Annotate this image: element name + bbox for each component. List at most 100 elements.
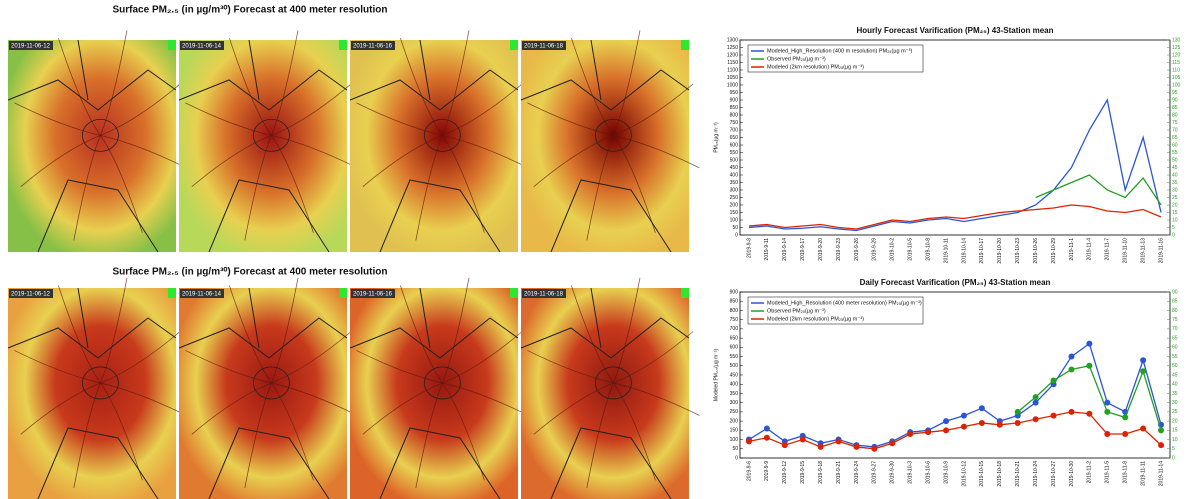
y-tick-label: 500 <box>730 363 739 369</box>
x-tick-label: 2019-10-8 <box>925 238 931 261</box>
timestamp: 2019-11-06-12 <box>11 44 51 50</box>
series-marker <box>1140 368 1146 374</box>
y-tick-label: 50 <box>732 446 738 452</box>
y-tick-label: 250 <box>730 409 739 415</box>
x-tick-label: 2019-9-15 <box>800 461 806 484</box>
series-line <box>749 100 1161 231</box>
y2-tick-label: 40 <box>1172 172 1178 178</box>
timestamp: 2019-11-06-18 <box>524 44 564 50</box>
series-marker <box>1104 431 1110 437</box>
y2-tick-label: 100 <box>1172 82 1181 88</box>
x-tick-label: 2019-9-21 <box>836 461 842 484</box>
series-marker <box>764 435 770 441</box>
y-tick-label: 0 <box>735 455 738 461</box>
y-tick-label: 0 <box>735 232 738 238</box>
panel-title: Surface PM₂.₅ (in µg/m³⁰) Forecast at 40… <box>113 5 388 16</box>
y2-tick-label: 20 <box>1172 202 1178 208</box>
y2-tick-label: 25 <box>1172 195 1178 201</box>
map-marker <box>168 40 176 50</box>
y2-tick-label: 10 <box>1172 437 1178 443</box>
series-marker <box>1068 366 1074 372</box>
y2-tick-label: 130 <box>1172 37 1181 43</box>
y-tick-label: 100 <box>730 217 739 223</box>
series-marker <box>871 446 877 452</box>
map-marker <box>681 40 689 50</box>
x-tick-label: 2019-9-8 <box>746 238 752 258</box>
y2-tick-label: 5 <box>1172 225 1175 231</box>
x-tick-label: 2019-10-17 <box>979 238 985 264</box>
y-tick-label: 250 <box>730 195 739 201</box>
x-tick-label: 2019-10-11 <box>943 238 949 263</box>
series-marker <box>979 405 985 411</box>
series-marker <box>907 431 913 437</box>
y2-tick-label: 15 <box>1172 428 1178 434</box>
x-tick-label: 2019-10-5 <box>908 238 914 261</box>
x-tick-label: 2019-10-27 <box>1051 461 1057 487</box>
x-tick-label: 2019-9-6 <box>746 461 752 481</box>
map-marker <box>510 40 518 50</box>
y2-tick-label: 50 <box>1172 363 1178 369</box>
x-tick-label: 2019-11-7 <box>1105 238 1111 261</box>
y-tick-label: 700 <box>730 127 739 133</box>
y2-tick-label: 0 <box>1172 232 1175 238</box>
y2-tick-label: 85 <box>1172 105 1178 111</box>
y-tick-label: 1150 <box>727 60 738 66</box>
y2-tick-label: 10 <box>1172 217 1178 223</box>
y-tick-label: 350 <box>730 180 739 186</box>
x-tick-label: 2019-11-13 <box>1140 238 1146 263</box>
series-line <box>749 412 1161 449</box>
series-marker <box>889 440 895 446</box>
y2-tick-label: 55 <box>1172 354 1178 360</box>
series-marker <box>764 425 770 431</box>
x-tick-label: 2019-10-23 <box>1015 238 1021 264</box>
series-marker <box>853 444 859 450</box>
y-tick-label: 300 <box>730 187 739 193</box>
series-marker <box>1033 416 1039 422</box>
panel-title: Surface PM₂.₅ (in µg/m³⁰) Forecast at 40… <box>113 267 388 278</box>
series-marker <box>943 418 949 424</box>
x-tick-label: 2019-10-9 <box>943 461 949 484</box>
figure: Surface PM₂.₅ (in µg/m³⁰) Forecast at 40… <box>0 0 1192 499</box>
y2-tick-label: 80 <box>1172 308 1178 314</box>
x-tick-label: 2019-9-20 <box>818 238 824 261</box>
series-marker <box>818 444 824 450</box>
y2-tick-label: 0 <box>1172 455 1175 461</box>
series-marker <box>1033 400 1039 406</box>
series-marker <box>1158 427 1164 433</box>
y2-tick-label: 90 <box>1172 97 1178 103</box>
y-tick-label: 50 <box>732 225 738 231</box>
series-marker <box>1104 409 1110 415</box>
x-tick-label: 2019-10-30 <box>1069 461 1075 487</box>
x-tick-label: 2019-11-5 <box>1105 461 1111 484</box>
x-tick-label: 2019-10-15 <box>979 461 985 487</box>
y-tick-label: 200 <box>730 418 739 424</box>
chart-title: Daily Forecast Varification (PM₂₅) 43-St… <box>860 278 1051 287</box>
series-marker <box>1015 420 1021 426</box>
x-tick-label: 2019-9-18 <box>818 461 824 484</box>
y-tick-label: 800 <box>730 308 739 314</box>
y2-tick-label: 110 <box>1172 67 1180 73</box>
x-tick-label: 2019-9-27 <box>872 461 878 484</box>
series-marker <box>1122 414 1128 420</box>
series-marker <box>1068 354 1074 360</box>
x-tick-label: 2019-11-10 <box>1123 238 1129 263</box>
y-axis-label: Modeled PM₂.₅(µg m⁻³) <box>713 349 719 402</box>
y-tick-label: 550 <box>730 150 739 156</box>
y-tick-label: 750 <box>730 317 739 323</box>
x-tick-label: 2019-9-12 <box>782 461 788 484</box>
x-tick-label: 2019-10-2 <box>890 238 896 261</box>
series-marker <box>925 429 931 435</box>
series-marker <box>782 442 788 448</box>
y2-tick-label: 50 <box>1172 157 1178 163</box>
series-marker <box>1051 413 1057 419</box>
x-tick-label: 2019-9-9 <box>764 461 770 481</box>
x-tick-label: 2019-9-17 <box>800 238 806 261</box>
y-tick-label: 400 <box>730 382 739 388</box>
y-tick-label: 650 <box>730 335 739 341</box>
timestamp: 2019-11-06-18 <box>524 292 564 298</box>
y-tick-label: 850 <box>730 299 739 305</box>
map-marker <box>510 288 518 298</box>
y-tick-label: 1300 <box>727 37 738 43</box>
y-tick-label: 650 <box>730 135 739 141</box>
x-tick-label: 2019-11-14 <box>1158 461 1164 486</box>
